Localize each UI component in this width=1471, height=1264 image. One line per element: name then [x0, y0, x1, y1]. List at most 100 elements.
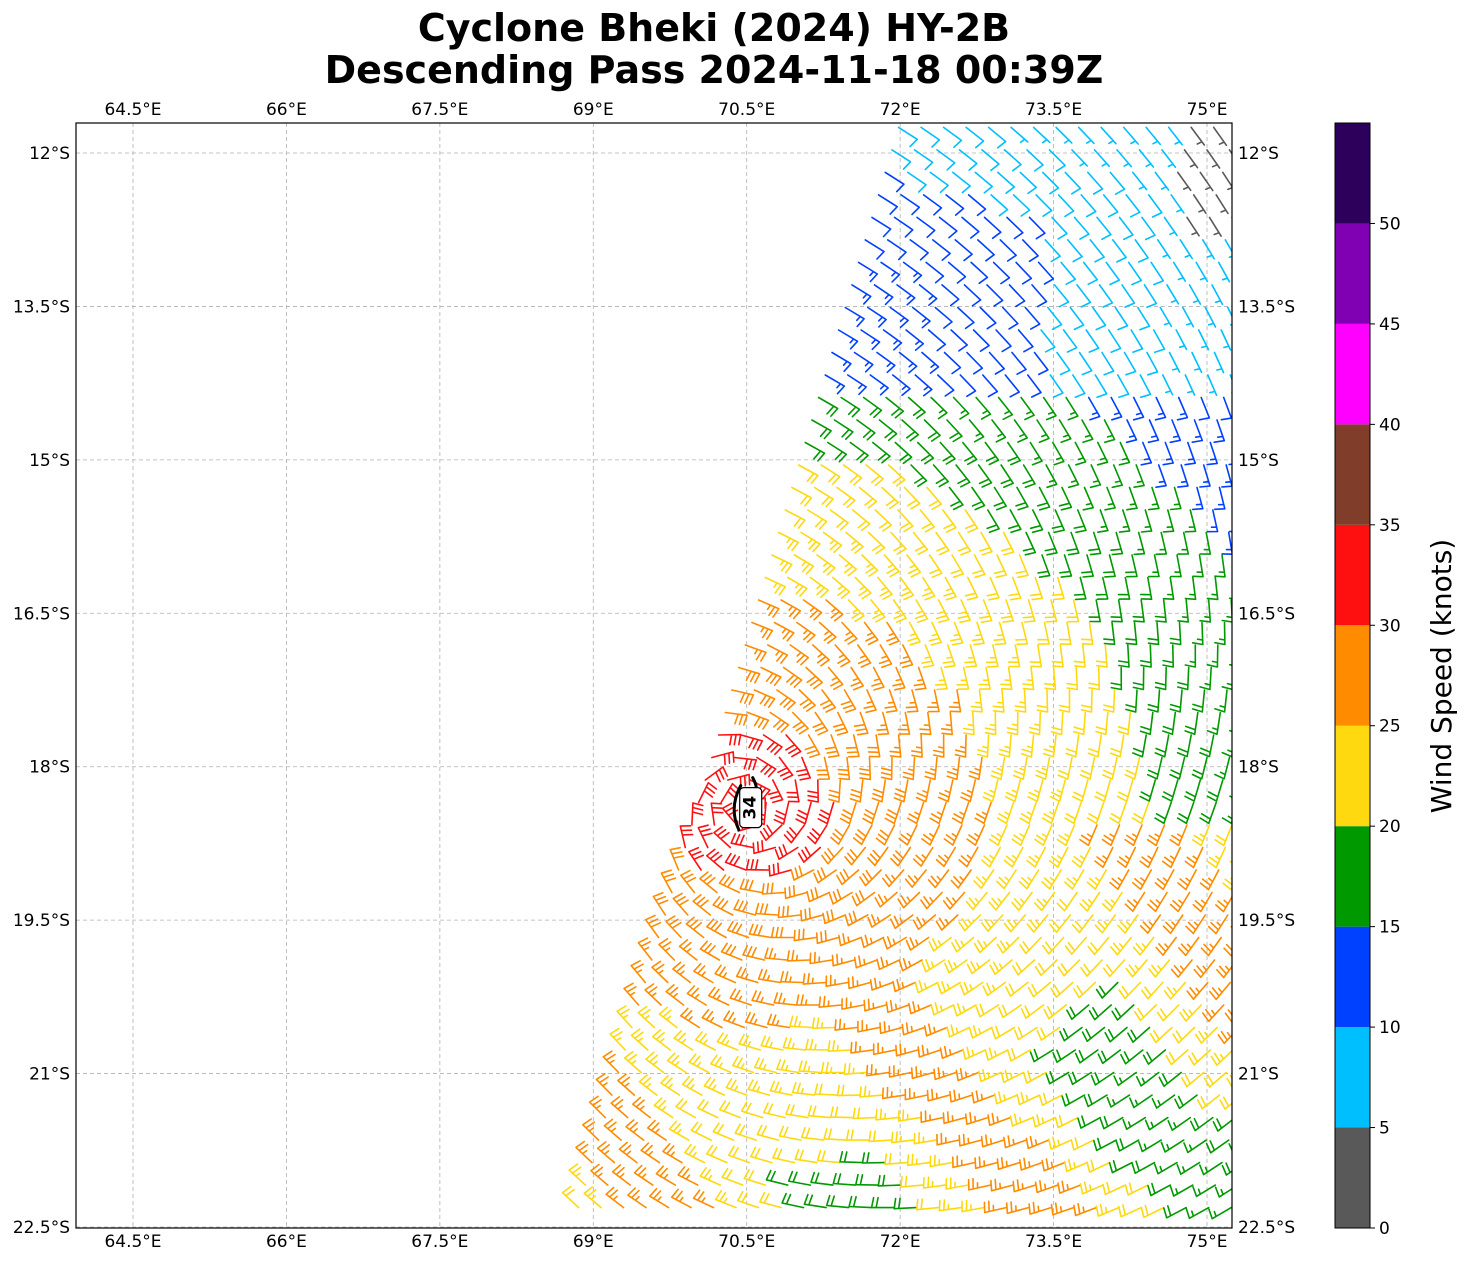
wind-barb: [1016, 1091, 1041, 1106]
wind-barb: [893, 779, 909, 803]
wind-barb: [776, 689, 796, 711]
wind-barb: [985, 644, 999, 668]
wind-barb: [1116, 846, 1137, 869]
wind-barb: [668, 1120, 690, 1141]
wind-barb: [1108, 1160, 1133, 1174]
wind-barb: [971, 621, 985, 646]
wind-barb: [913, 666, 927, 691]
wind-barb: [1191, 486, 1204, 511]
wind-barb: [714, 1190, 737, 1209]
wind-barb: [750, 1146, 773, 1164]
wind-barb: [1041, 801, 1060, 825]
wind-barb: [922, 194, 943, 216]
wind-barb: [1031, 284, 1048, 308]
wind-barb: [640, 1142, 661, 1164]
wind-barb: [825, 599, 844, 622]
wind-barb: [902, 261, 923, 284]
wind-barb: [891, 1131, 915, 1144]
wind-barb: [948, 486, 964, 511]
wind-barb: [1186, 981, 1209, 1000]
wind-barb: [899, 576, 915, 601]
wind-barb: [1175, 329, 1188, 351]
wind-barb: [964, 644, 978, 668]
wind-barb: [913, 149, 934, 171]
wind-barb: [905, 329, 925, 351]
wind-barb: [887, 464, 906, 487]
wind-barb: [1029, 1048, 1054, 1063]
wind-barb: [984, 1047, 1009, 1061]
wind-barb: [844, 910, 869, 927]
wind-barb: [751, 990, 775, 1006]
wind-barb: [966, 824, 986, 846]
wind-barb: [817, 396, 839, 417]
wind-barb: [858, 486, 878, 509]
wind-barb: [787, 576, 808, 597]
wind-barb: [837, 756, 851, 781]
wind-barb: [1041, 1158, 1066, 1172]
wind-barb: [1022, 531, 1037, 556]
wind-barb: [1012, 959, 1036, 976]
wind-barb: [774, 844, 799, 860]
wind-barb: [693, 962, 714, 984]
wind-barb: [706, 918, 727, 939]
wind-barb: [938, 1199, 962, 1212]
wind-barb: [706, 848, 725, 871]
wind-barb: [1212, 1118, 1232, 1132]
wind-barb: [1179, 239, 1193, 260]
wind-barb: [1208, 1206, 1232, 1220]
wind-barb: [987, 1112, 1012, 1126]
wind-barb: [716, 1032, 739, 1051]
wind-barb: [875, 1108, 899, 1121]
wind-barb: [1118, 981, 1142, 1000]
x-tick-label-bottom: 69°E: [573, 1232, 614, 1252]
wind-barb: [1125, 689, 1138, 713]
wind-barb: [660, 869, 677, 894]
wind-barb: [796, 756, 811, 781]
wind-barb: [699, 1167, 722, 1186]
wind-barb: [766, 1013, 791, 1029]
wind-barb: [1169, 486, 1182, 511]
wind-barb: [1116, 779, 1134, 802]
wind-barb: [866, 1064, 890, 1077]
wind-barb: [1000, 666, 1013, 691]
wind-barb: [982, 981, 1007, 997]
wind-barb: [1186, 216, 1200, 237]
wind-barb: [1182, 306, 1195, 328]
wind-barb: [1140, 644, 1152, 668]
wind-barb: [1087, 734, 1102, 758]
wind-barb: [605, 1186, 625, 1209]
wind-barb: [1074, 1049, 1099, 1064]
wind-barb: [1056, 891, 1078, 912]
wind-barb: [898, 824, 918, 846]
wind-barb: [1222, 171, 1232, 191]
colorbar-segment: [1335, 625, 1370, 726]
wind-barb: [852, 824, 873, 846]
wind-barb: [1077, 1115, 1102, 1129]
wind-barb: [765, 1169, 789, 1186]
wind-barb: [1029, 509, 1044, 534]
wind-barb: [1154, 396, 1167, 421]
wind-barb: [897, 1109, 922, 1122]
wind-barb: [1169, 419, 1182, 444]
wind-barb: [1253, 375, 1261, 396]
wind-barb: [1042, 936, 1065, 955]
wind-barb: [1202, 239, 1215, 260]
wind-barb: [1243, 398, 1253, 420]
wind-barb: [1147, 194, 1163, 218]
wind-barb: [912, 914, 937, 931]
wind-barb: [1050, 711, 1064, 736]
wind-barb: [721, 1167, 744, 1186]
wind-barb: [1213, 351, 1225, 374]
wind-barb: [1049, 914, 1072, 934]
wind-barb: [630, 1028, 649, 1051]
wind-barb: [1020, 396, 1035, 421]
wind-barb: [1118, 509, 1131, 533]
wind-barb: [825, 974, 849, 988]
wind-barb: [880, 261, 901, 283]
wind-barb: [1213, 486, 1226, 511]
x-tick-label-bottom: 64.5°E: [104, 1232, 161, 1252]
wind-barb: [710, 1054, 732, 1074]
wind-barb: [1085, 329, 1100, 353]
wind-barb: [915, 779, 932, 803]
wind-barb: [828, 779, 842, 803]
